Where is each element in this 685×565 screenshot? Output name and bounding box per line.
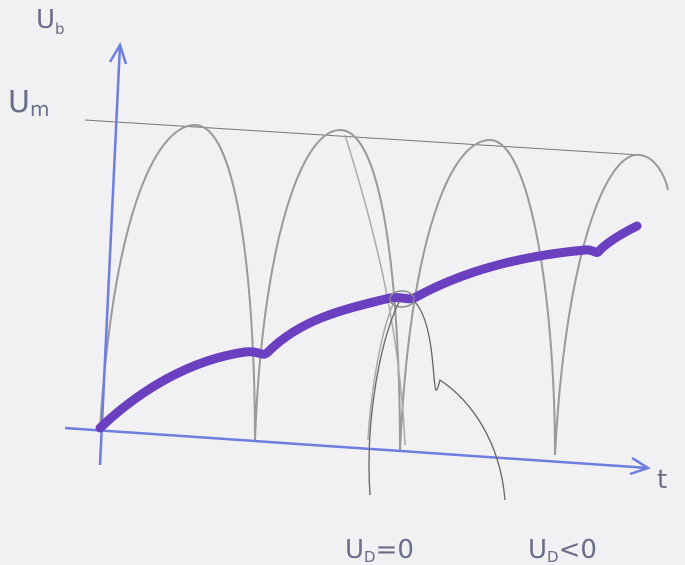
label-part: U — [8, 85, 30, 120]
label-part: U — [36, 5, 55, 35]
label-part: U — [528, 535, 547, 565]
diagram: Ub Um t UD=0 UD<0 — [0, 0, 685, 565]
label-part: =0 — [376, 535, 414, 565]
label-part: D — [547, 548, 559, 565]
label-part: U — [345, 535, 364, 565]
label-part: m — [30, 97, 49, 121]
annotation: UD=0 — [345, 535, 414, 565]
background — [0, 0, 685, 565]
label-part: b — [55, 20, 65, 38]
label-part: <0 — [559, 535, 597, 565]
x-axis-label: t — [657, 465, 667, 495]
label-part: D — [364, 548, 376, 565]
annotation: UD<0 — [528, 535, 597, 565]
